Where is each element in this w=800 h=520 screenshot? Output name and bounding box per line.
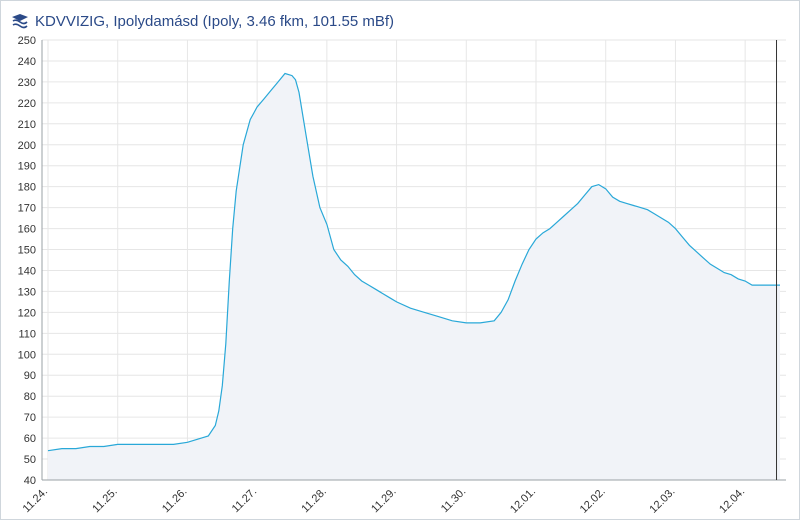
x-tick-label: 11.27. [230, 486, 260, 516]
y-tick-labels: 40 50 60 70 80 90 100 110 120 130 140 150 160 170 180 1… [18, 35, 36, 487]
y-tick-label: 200 [18, 140, 36, 152]
y-tick-label: 50 [24, 454, 36, 466]
y-tick-label: 80 [24, 391, 36, 403]
y-tick-label: 60 [24, 433, 36, 445]
y-tick-label: 40 [24, 475, 36, 487]
x-tick-label: 11.30. [439, 486, 469, 516]
y-tick-label: 170 [18, 203, 36, 215]
y-tick-label: 160 [18, 224, 36, 236]
y-tick-label: 150 [18, 245, 36, 257]
x-tick-label: 12.02. [578, 486, 608, 516]
axes [41, 40, 786, 481]
x-tick-label: 12.04. [717, 486, 747, 516]
y-tick-label: 190 [18, 161, 36, 173]
y-tick-label: 110 [18, 328, 36, 340]
x-tick-label: 11.26. [160, 486, 190, 516]
x-tick-label: 11.25. [90, 486, 120, 516]
series-line [47, 72, 780, 452]
x-tick-label: 11.29. [369, 486, 399, 516]
chart-header: KDVVIZIG, Ipolydamásd (Ipoly, 3.46 fkm, … [11, 9, 394, 33]
x-tick-label: 12.01. [508, 486, 538, 516]
y-tick-label: 220 [18, 98, 36, 110]
y-tick-label: 180 [18, 182, 36, 194]
x-tick-labels: 11.24. 11.25. 11.26. 11.27. 11.28. 11.29. 11.3… [21, 486, 748, 516]
area-layer [47, 72, 780, 480]
kdvvizig-logo-icon [12, 14, 28, 29]
y-tick-label: 120 [18, 307, 36, 319]
y-tick-label: 240 [18, 56, 36, 68]
y-tick-label: 90 [24, 370, 36, 382]
y-tick-label: 70 [24, 412, 36, 424]
series-area [48, 73, 780, 480]
y-tick-label: 130 [18, 286, 36, 298]
x-tick-label: 12.03. [647, 486, 677, 516]
y-tick-label: 230 [18, 77, 36, 89]
y-tick-label: 210 [18, 119, 36, 131]
y-tick-label: 140 [18, 265, 36, 277]
y-tick-label: 100 [18, 349, 36, 361]
y-tick-label: 250 [18, 35, 36, 47]
chart-title: KDVVIZIG, Ipolydamásd (Ipoly, 3.46 fkm, … [35, 12, 395, 30]
x-tick-label: 11.24. [21, 486, 51, 516]
x-tick-label: 11.28. [299, 486, 329, 516]
